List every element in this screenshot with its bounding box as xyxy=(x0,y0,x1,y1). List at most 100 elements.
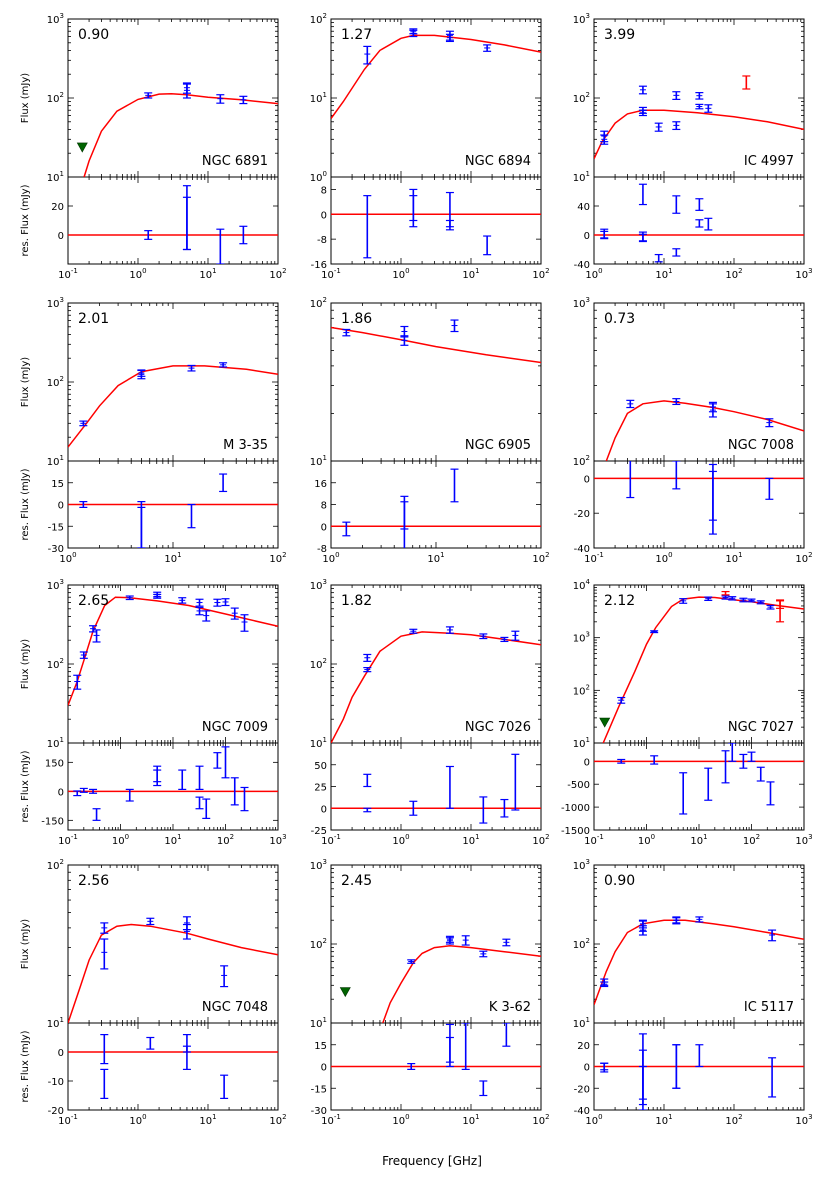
residual-axes-frame xyxy=(67,1022,279,1111)
data-point xyxy=(638,85,647,95)
residual-point xyxy=(704,217,713,231)
residual-point xyxy=(756,766,765,782)
residual-point xyxy=(654,253,663,263)
y-tick-label: 101 xyxy=(573,1016,590,1030)
residual-tick-label: -40 xyxy=(574,544,590,555)
x-tick-label: 102 xyxy=(725,267,742,281)
residual-axes-frame xyxy=(593,176,805,265)
model-curve xyxy=(68,596,278,706)
residual-points xyxy=(617,743,775,815)
x-tick-label: 103 xyxy=(269,833,286,847)
data-point xyxy=(461,935,470,946)
residual-tick-label: 0 xyxy=(584,474,590,485)
data-points xyxy=(626,398,774,428)
data-point xyxy=(500,636,509,643)
data-point xyxy=(144,92,153,99)
data-points xyxy=(73,591,249,690)
spectral-index-label: 0.73 xyxy=(604,311,635,327)
residual-point xyxy=(626,461,635,499)
x-tick-label: 101 xyxy=(462,833,479,847)
data-point xyxy=(768,929,777,942)
y-tick-label: 102 xyxy=(310,657,327,671)
residual-points xyxy=(600,1033,777,1110)
x-tick-label: 102 xyxy=(269,267,286,281)
residual-tick-label: -40 xyxy=(574,260,590,271)
object-name-label: NGC 7009 xyxy=(202,720,268,735)
y-tick-label: 102 xyxy=(47,375,64,389)
residual-point xyxy=(479,796,488,824)
residual-tick-label: 50 xyxy=(314,761,327,772)
data-point xyxy=(125,595,134,601)
spectral-index-label: 1.27 xyxy=(341,27,372,43)
residual-points xyxy=(73,746,249,821)
y-tick-label: 102 xyxy=(310,12,327,26)
residual-ticks: -40 -20 0 20 xyxy=(574,1041,804,1117)
x-tick-label: 102 xyxy=(743,833,760,847)
residual-point xyxy=(178,769,187,791)
residual-ticks: -40 0 40 xyxy=(574,202,804,271)
residual-point xyxy=(195,765,204,791)
residual-point xyxy=(445,1023,454,1063)
model-curve xyxy=(594,109,804,160)
residual-tick-label: -20 xyxy=(48,1106,64,1117)
residual-tick-label: 25 xyxy=(314,783,327,794)
residual-ticks: -25 0 25 50 xyxy=(311,761,541,837)
residual-points xyxy=(79,473,228,548)
residual-point xyxy=(721,750,730,784)
residual-point xyxy=(363,773,372,788)
residual-points xyxy=(144,185,248,264)
data-point xyxy=(73,674,82,690)
model-curve xyxy=(331,34,541,119)
residual-point xyxy=(220,1074,229,1100)
data-point xyxy=(483,44,492,52)
residual-point xyxy=(407,1062,416,1071)
residual-ticks: -20 -10 0 xyxy=(48,1048,278,1117)
residual-point xyxy=(100,1068,109,1100)
y-tick-label: 102 xyxy=(573,937,590,951)
x-ticks: 10-1 100 101 102 xyxy=(584,303,813,565)
x-tick-label: 102 xyxy=(725,1113,742,1127)
residual-tick-label: -10 xyxy=(48,1077,64,1088)
spectral-index-label: 1.82 xyxy=(341,593,372,609)
x-tick-label: 102 xyxy=(269,1113,286,1127)
data-points xyxy=(600,916,777,988)
data-point xyxy=(739,597,748,603)
residual-point xyxy=(363,195,372,259)
x-tick-label: 100 xyxy=(112,833,129,847)
data-point xyxy=(407,959,416,964)
y-tick-label: 102 xyxy=(47,657,64,671)
spectral-index-label: 2.01 xyxy=(78,311,109,327)
residual-point xyxy=(765,477,774,500)
residual-axis-label: res. Flux (mJy) xyxy=(20,184,31,256)
extra-point xyxy=(721,590,730,596)
object-name-label: NGC 6891 xyxy=(202,154,268,169)
residual-ticks: -16 -8 0 8 xyxy=(311,185,541,271)
data-point xyxy=(672,91,681,101)
x-tick-label: 101 xyxy=(164,833,181,847)
residual-tick-label: 0 xyxy=(58,1048,64,1059)
data-point xyxy=(445,935,454,943)
residual-point xyxy=(182,1033,191,1053)
residual-points xyxy=(342,468,459,548)
data-point xyxy=(708,401,717,413)
residual-point xyxy=(511,753,520,811)
y-tick-label: 102 xyxy=(47,91,64,105)
residual-tick-label: 0 xyxy=(58,787,64,798)
upper-limit-marker xyxy=(339,987,351,998)
x-tick-label: 103 xyxy=(795,267,812,281)
y-tick-label: 101 xyxy=(310,91,327,105)
residual-axis-label: res. Flux (mJy) xyxy=(20,468,31,540)
residual-ticks: -8 0 8 16 xyxy=(314,479,541,555)
residual-point xyxy=(672,1044,681,1089)
residual-point xyxy=(638,231,647,242)
y-tick-label: 101 xyxy=(573,170,590,184)
residual-tick-label: 0 xyxy=(584,231,590,242)
residual-point xyxy=(153,769,162,787)
residual-point xyxy=(679,772,688,815)
x-tick-label: 10-1 xyxy=(58,267,78,281)
x-tick-label: 100 xyxy=(392,833,409,847)
y-tick-label: 102 xyxy=(310,296,327,310)
spectral-index-label: 2.45 xyxy=(341,873,372,889)
data-point xyxy=(445,30,454,41)
